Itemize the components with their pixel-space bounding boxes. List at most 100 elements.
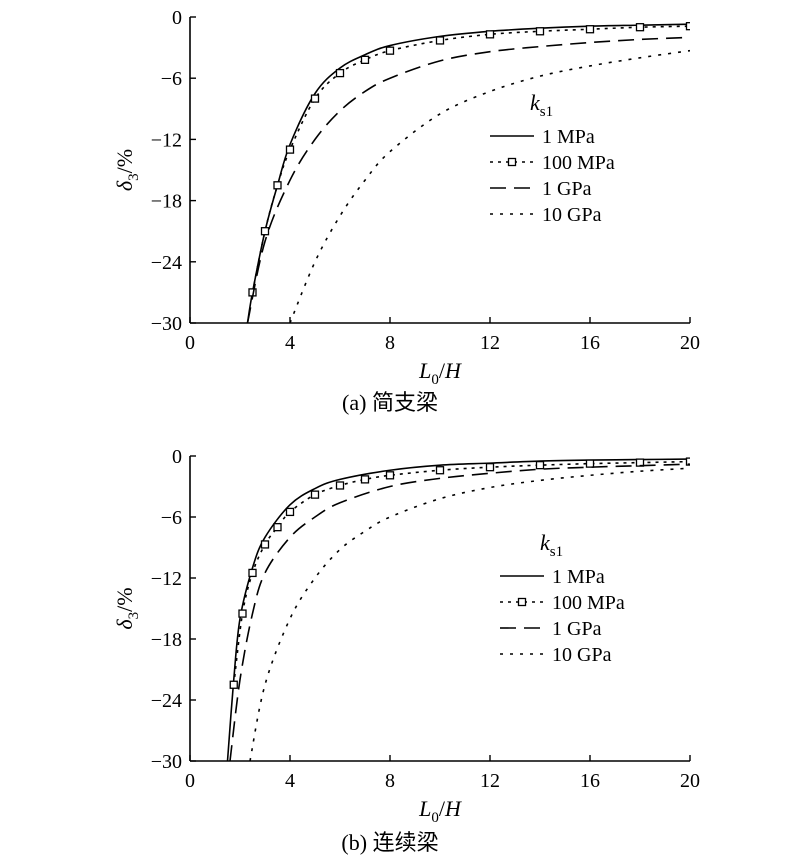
series-marker-1-1 bbox=[238, 609, 247, 618]
series-line-2 bbox=[229, 463, 690, 761]
y-tick-label: −18 bbox=[151, 629, 182, 651]
legend: ks1 1 MPa 100 MPa 1 GPa 10 GPa bbox=[490, 90, 615, 226]
series-marker-1-12 bbox=[535, 460, 545, 470]
series-marker-1-5 bbox=[335, 68, 345, 78]
legend-title-main: k bbox=[530, 90, 541, 115]
series-marker-1-10 bbox=[435, 466, 445, 475]
y-tick-label: −12 bbox=[151, 129, 182, 151]
legend-label-0: 1 MPa bbox=[542, 126, 595, 148]
x-tick-label: 16 bbox=[580, 332, 600, 354]
legend: ks1 1 MPa 100 MPa 1 GPa 10 GPa bbox=[500, 530, 625, 666]
legend-title-sub: s1 bbox=[540, 104, 553, 120]
series-marker-1-2 bbox=[273, 181, 282, 190]
y-axis-label-unit: /% bbox=[112, 149, 137, 173]
series-marker-1-3 bbox=[260, 540, 270, 549]
x-tick-label: 0 bbox=[185, 332, 195, 354]
series-line-3 bbox=[289, 49, 690, 323]
legend-label-2: 1 GPa bbox=[542, 178, 592, 200]
x-axis-label-main: L bbox=[418, 796, 431, 821]
legend-title: ks1 bbox=[540, 530, 563, 560]
series-marker-1-5 bbox=[285, 507, 295, 517]
legend-label-3: 10 GPa bbox=[542, 204, 602, 226]
legend-title-sub: s1 bbox=[550, 544, 563, 560]
legend-title-main: k bbox=[540, 530, 551, 555]
y-axis-label-sub: 3 bbox=[126, 173, 142, 181]
figure-caption: (b) 连续梁 bbox=[341, 830, 438, 855]
plot-area bbox=[226, 457, 690, 761]
x-axis-label-slash: / bbox=[439, 358, 446, 383]
series-marker-1-6 bbox=[360, 55, 370, 64]
x-tick-label: 20 bbox=[680, 770, 700, 792]
figure-caption: (a) 简支梁 bbox=[342, 390, 438, 415]
series-marker-1-0 bbox=[229, 680, 238, 689]
y-axis-label-sub: 3 bbox=[126, 612, 142, 620]
x-axis-label: L0/H bbox=[418, 796, 462, 826]
series-line-1 bbox=[251, 25, 690, 293]
legend-label-1: 100 MPa bbox=[542, 152, 615, 174]
series-line-3 bbox=[249, 467, 690, 761]
x-axis-label-slash: / bbox=[439, 796, 446, 821]
legend-label-3: 10 GPa bbox=[552, 644, 612, 666]
series-marker-1-4 bbox=[273, 523, 282, 532]
series-marker-1-3 bbox=[285, 145, 295, 154]
y-axis-label-unit: /% bbox=[112, 587, 137, 611]
y-tick-label: −24 bbox=[151, 252, 182, 274]
series-marker-1-8 bbox=[435, 36, 445, 45]
y-tick-label: −12 bbox=[151, 568, 182, 590]
legend-label-1: 100 MPa bbox=[552, 592, 625, 614]
y-tick-label: −30 bbox=[151, 313, 182, 335]
series-marker-1-13 bbox=[585, 459, 595, 468]
series-marker-1-9 bbox=[485, 30, 495, 39]
series-marker-1-2 bbox=[248, 568, 257, 578]
series-marker-1-12 bbox=[635, 23, 645, 32]
series-marker-1-7 bbox=[385, 46, 395, 55]
y-axis-label: δ3/% bbox=[112, 587, 142, 629]
legend-marker-1 bbox=[507, 157, 517, 167]
legend-marker-1 bbox=[517, 597, 527, 607]
series-marker-1-8 bbox=[360, 475, 370, 484]
x-tick-label: 0 bbox=[185, 770, 195, 792]
x-axis-label-denominator: H bbox=[444, 796, 462, 821]
y-tick-label: −30 bbox=[151, 751, 182, 773]
series-marker-1-6 bbox=[310, 490, 320, 499]
x-axis-label-sub: 0 bbox=[431, 372, 439, 388]
legend-label-0: 1 MPa bbox=[552, 566, 605, 588]
series-marker-1-7 bbox=[335, 481, 345, 490]
series-line-2 bbox=[246, 36, 690, 323]
y-axis-label: δ3/% bbox=[112, 149, 142, 191]
y-tick-label: −24 bbox=[151, 690, 182, 712]
y-tick-label: −6 bbox=[161, 507, 182, 529]
legend-label-2: 1 GPa bbox=[552, 618, 602, 640]
series-marker-1-9 bbox=[385, 471, 395, 480]
y-tick-label: 0 bbox=[172, 446, 182, 468]
x-tick-label: 8 bbox=[385, 332, 395, 354]
x-tick-label: 4 bbox=[285, 770, 295, 792]
x-tick-label: 4 bbox=[285, 332, 295, 354]
x-tick-label: 12 bbox=[480, 770, 500, 792]
y-tick-label: −6 bbox=[161, 68, 182, 90]
x-tick-label: 16 bbox=[580, 770, 600, 792]
series-marker-1-15 bbox=[685, 457, 690, 466]
x-tick-label: 20 bbox=[680, 332, 700, 354]
x-tick-label: 8 bbox=[385, 770, 395, 792]
series-line-0 bbox=[246, 23, 690, 323]
series-marker-1-13 bbox=[685, 22, 690, 31]
series-marker-1-10 bbox=[535, 27, 545, 36]
x-axis-label-sub: 0 bbox=[431, 810, 439, 826]
y-tick-label: 0 bbox=[172, 7, 182, 29]
x-tick-label: 12 bbox=[480, 332, 500, 354]
y-tick-label: −18 bbox=[151, 191, 182, 213]
y-axis-label-main: δ bbox=[112, 180, 137, 191]
x-axis-label-main: L bbox=[418, 358, 431, 383]
series-marker-1-4 bbox=[310, 94, 320, 103]
plot-area bbox=[246, 22, 690, 323]
x-axis-label: L0/H bbox=[418, 358, 462, 388]
y-axis-label-main: δ bbox=[112, 619, 137, 630]
series-marker-1-11 bbox=[585, 25, 595, 34]
series-marker-1-11 bbox=[485, 463, 495, 472]
x-axis-label-denominator: H bbox=[444, 358, 462, 383]
legend-title: ks1 bbox=[530, 90, 553, 120]
